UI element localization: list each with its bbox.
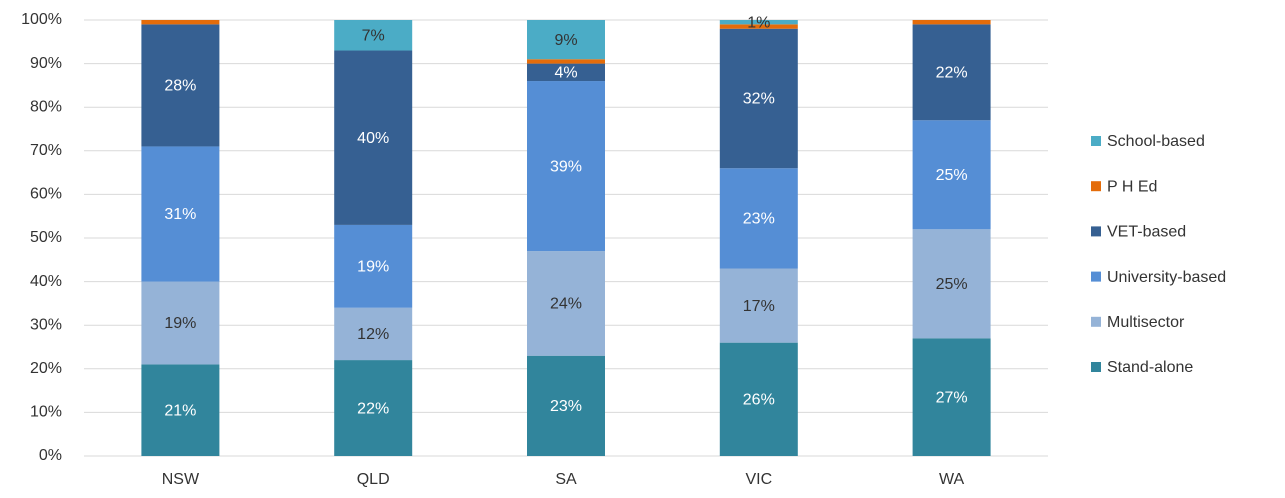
y-tick-label: 100% [21, 11, 62, 28]
y-tick-label: 90% [30, 55, 62, 72]
data-label: 19% [164, 315, 196, 332]
legend-label: University-based [1107, 269, 1226, 286]
y-tick-label: 60% [30, 186, 62, 203]
bar-segment [334, 224, 413, 308]
bar-segment [912, 338, 991, 456]
bar-segment [527, 355, 605, 456]
data-label: 21% [164, 402, 196, 419]
data-label: 22% [357, 400, 389, 417]
y-tick-label: 40% [30, 273, 62, 290]
bar-segment [719, 20, 798, 25]
data-label: 9% [554, 32, 577, 49]
legend-label: Multisector [1107, 314, 1185, 331]
bar-segment [334, 20, 413, 51]
data-label: 19% [357, 259, 389, 276]
data-label: 26% [743, 392, 775, 409]
legend-label: School-based [1107, 133, 1205, 150]
bar-segment [912, 20, 991, 25]
bar-segment [912, 229, 991, 339]
data-label: 25% [936, 167, 968, 184]
x-tick-label: VIC [745, 471, 772, 488]
data-label: 4% [554, 65, 577, 82]
data-label: 39% [550, 158, 582, 175]
legend-swatch [1091, 136, 1101, 146]
data-label: 12% [357, 326, 389, 343]
y-tick-label: 10% [30, 404, 62, 421]
data-label: 17% [743, 298, 775, 315]
y-tick-label: 20% [30, 360, 62, 377]
bar-segment [912, 120, 991, 230]
legend-swatch [1091, 362, 1101, 372]
data-label: 25% [936, 276, 968, 293]
y-tick-label: 50% [30, 229, 62, 246]
data-label: 27% [936, 389, 968, 406]
bar-segment [527, 20, 605, 60]
x-tick-label: SA [555, 471, 577, 488]
legend-swatch [1091, 181, 1101, 192]
y-tick-label: 70% [30, 142, 62, 159]
bar-segment [527, 63, 605, 82]
data-label: 7% [362, 27, 385, 44]
legend-label: VET-based [1107, 224, 1186, 241]
bar-segment [719, 168, 798, 269]
bar-segment [527, 59, 605, 64]
y-tick-label: 0% [39, 447, 62, 464]
bar-segment [141, 146, 220, 282]
bar-segment [719, 268, 798, 343]
data-label: 40% [357, 130, 389, 147]
data-label: 32% [743, 91, 775, 108]
data-label: 24% [550, 296, 582, 313]
data-label: 31% [164, 206, 196, 223]
bar-segment [912, 24, 991, 121]
legend-label: P H Ed [1107, 178, 1157, 195]
x-tick-label: QLD [357, 471, 390, 488]
data-label: 1% [747, 14, 770, 31]
legend-swatch [1091, 316, 1101, 327]
bar-segment [527, 81, 605, 252]
legend-swatch [1091, 226, 1101, 237]
bar-segment [141, 364, 220, 456]
data-label: 23% [550, 398, 582, 415]
y-tick-label: 80% [30, 98, 62, 115]
data-label: 22% [936, 65, 968, 82]
bar-segment [719, 28, 798, 169]
data-label: 23% [743, 211, 775, 228]
bar-segment [527, 251, 605, 356]
bar-segment [334, 50, 413, 225]
y-tick-label: 30% [30, 316, 62, 333]
bar-segment [141, 20, 220, 25]
x-tick-label: WA [939, 471, 965, 488]
legend-label: Stand-alone [1107, 359, 1193, 376]
bar-segment [334, 360, 413, 456]
bar-segment [334, 307, 413, 361]
legend-swatch [1091, 271, 1101, 282]
bar-segment [141, 281, 220, 365]
x-tick-label: NSW [162, 471, 200, 488]
bar-segment [719, 342, 798, 456]
data-label: 28% [164, 78, 196, 95]
bar-segment [141, 24, 220, 147]
bar-segment [719, 24, 798, 29]
